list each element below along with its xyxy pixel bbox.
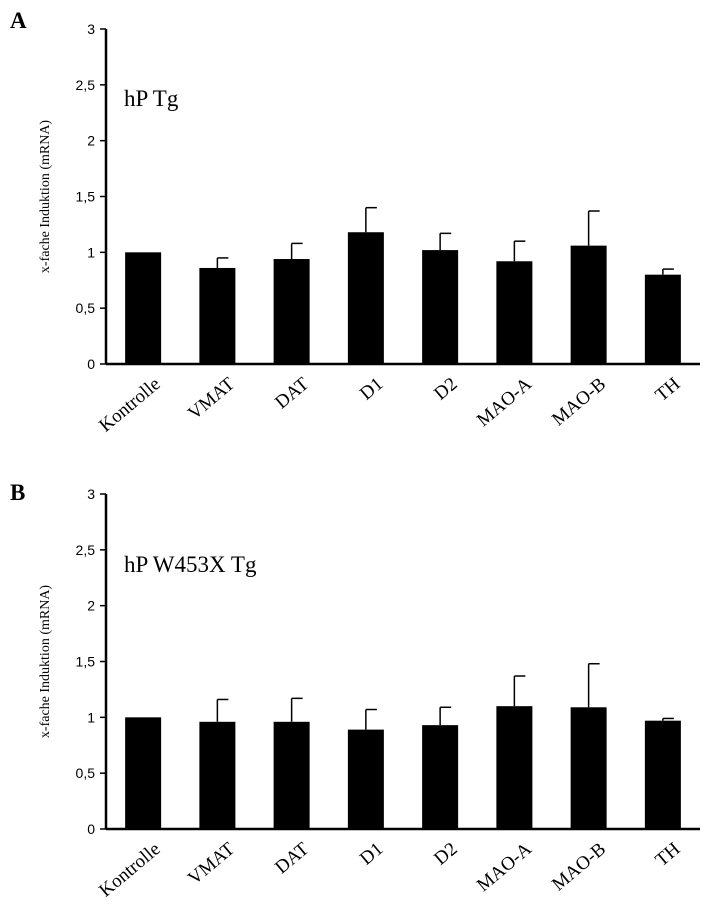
y-tick-label: 1 <box>87 709 95 725</box>
x-tick-label: D1 <box>356 839 387 870</box>
bar-kontrolle <box>125 717 162 829</box>
x-tick-label: VMAT <box>184 373 239 424</box>
y-tick-label: 0 <box>87 821 95 837</box>
bar-vmat <box>199 267 236 364</box>
bar-d2 <box>422 725 459 829</box>
y-tick-label: 2 <box>87 133 95 149</box>
panel-label: A <box>10 8 27 33</box>
x-tick-label: DAT <box>271 373 313 413</box>
x-tick-label: Kontrolle <box>95 839 164 902</box>
bar-mao-a <box>496 706 533 829</box>
y-tick-label: 3 <box>87 486 95 502</box>
x-tick-label: MAO-A <box>473 373 536 431</box>
bar-dat <box>273 259 310 364</box>
x-tick-label: MAO-B <box>548 374 610 431</box>
x-tick-label: MAO-B <box>548 839 610 896</box>
bar-d1 <box>347 232 384 364</box>
x-tick-label: TH <box>651 838 684 871</box>
y-tick-label: 2,5 <box>76 542 96 558</box>
bar-vmat <box>199 721 236 829</box>
bar-th <box>644 720 681 829</box>
y-tick-label: 0,5 <box>76 765 96 781</box>
bar-mao-b <box>570 707 607 829</box>
bar-th <box>644 274 681 364</box>
y-tick-label: 1,5 <box>76 189 96 205</box>
x-tick-label: D2 <box>430 839 461 870</box>
bar-mao-a <box>496 261 533 364</box>
chart-title: hP W453X Tg <box>124 552 257 577</box>
y-tick-label: 2,5 <box>76 77 96 93</box>
y-axis-label: x-fache Induktion (mRNA) <box>38 120 53 274</box>
y-axis-label: x-fache Induktion (mRNA) <box>38 585 53 739</box>
y-tick-label: 3 <box>87 21 95 37</box>
chart-panel-a: AhP Tg x-fache Induktion (mRNA) 0 0,5 1 1,5 2 2… <box>10 8 700 436</box>
x-tick-label: Kontrolle <box>95 374 164 437</box>
chart-title: hP Tg <box>124 86 179 111</box>
x-tick-label: DAT <box>271 838 313 878</box>
x-tick-label: TH <box>651 373 684 406</box>
x-tick-label: D2 <box>430 374 461 405</box>
y-tick-label: 0,5 <box>76 300 96 316</box>
bar-d1 <box>347 729 384 829</box>
bar-d2 <box>422 250 459 364</box>
y-tick-label: 0 <box>87 356 95 372</box>
y-tick-label: 1 <box>87 244 95 260</box>
y-tick-label: 2 <box>87 598 95 614</box>
panel-label: B <box>10 480 25 505</box>
y-tick-label: 1,5 <box>76 654 96 670</box>
x-tick-label: D1 <box>356 374 387 405</box>
bar-kontrolle <box>125 252 162 364</box>
bar-mao-b <box>570 245 607 364</box>
x-tick-label: VMAT <box>184 838 239 889</box>
x-tick-label: MAO-A <box>473 838 536 896</box>
chart-panel-b: BhP W453X Tg x-fache Induktion (mRNA) 0 0,5… <box>10 480 700 901</box>
bar-dat <box>273 721 310 829</box>
